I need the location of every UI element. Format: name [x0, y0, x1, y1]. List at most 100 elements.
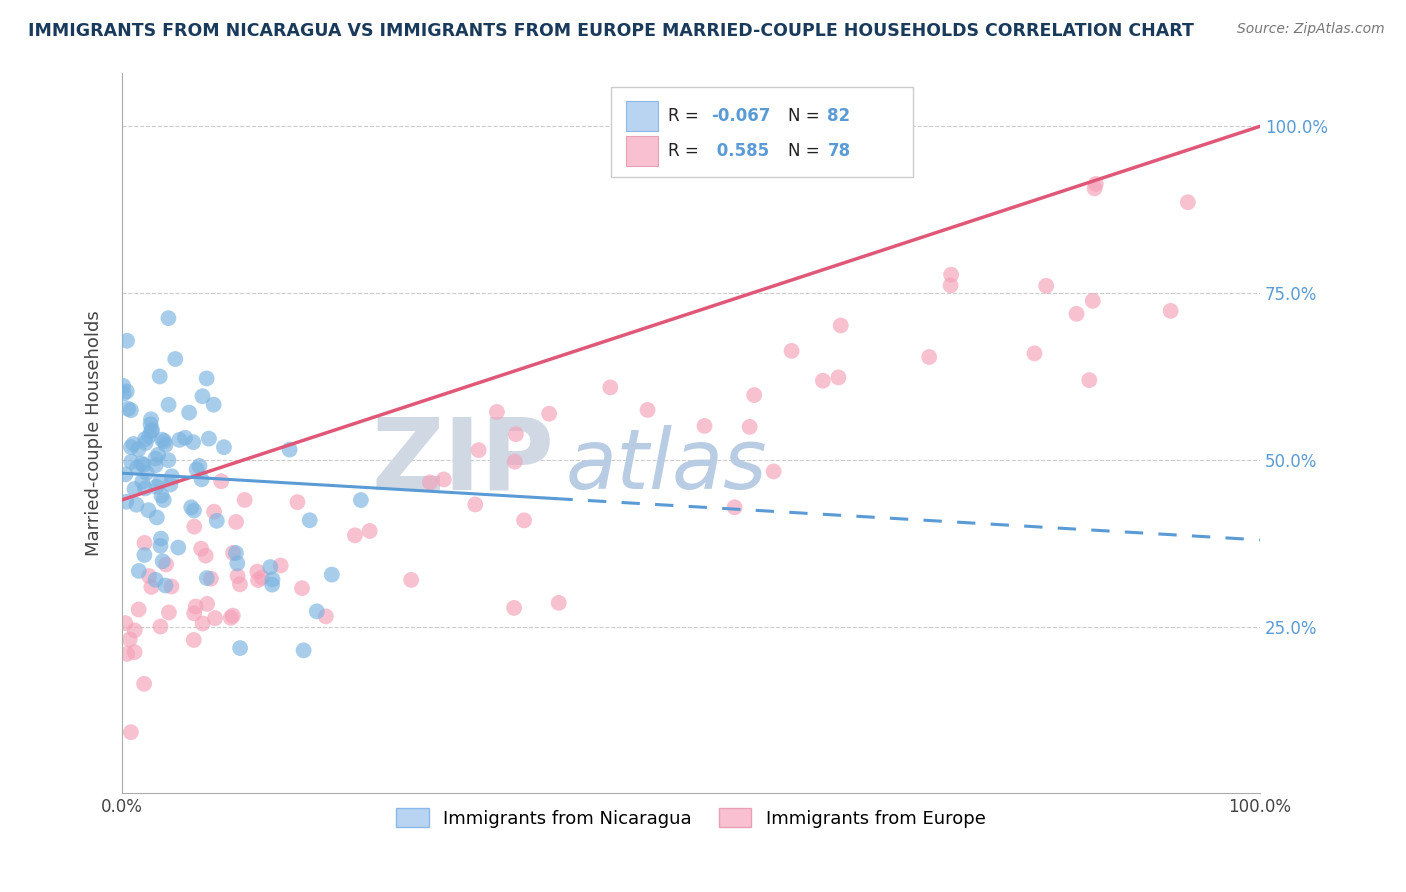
- Point: [128, 564, 150, 578]
- Point: [350, 493, 373, 508]
- Point: [742, 388, 765, 402]
- Text: R =: R =: [668, 107, 704, 125]
- Point: [145, 458, 167, 473]
- Point: [131, 457, 153, 471]
- Point: [127, 442, 149, 457]
- Point: [138, 569, 160, 583]
- Text: N =: N =: [787, 142, 824, 160]
- Point: [233, 492, 256, 507]
- Point: [114, 616, 136, 631]
- Point: [120, 455, 142, 469]
- Point: [183, 519, 205, 533]
- Point: [229, 641, 252, 656]
- Point: [139, 412, 162, 426]
- Point: [112, 379, 135, 393]
- Point: [115, 495, 138, 509]
- Point: [247, 573, 270, 587]
- Point: [157, 398, 180, 412]
- Point: [115, 334, 138, 348]
- Point: [433, 472, 456, 486]
- Point: [190, 541, 212, 556]
- Point: [149, 475, 172, 490]
- Text: R =: R =: [668, 142, 704, 160]
- Point: [146, 448, 169, 462]
- Point: [155, 558, 177, 572]
- Point: [513, 513, 536, 527]
- Point: [191, 389, 214, 403]
- Point: [693, 418, 716, 433]
- Point: [305, 604, 328, 618]
- Point: [183, 503, 205, 517]
- Point: [204, 611, 226, 625]
- Point: [124, 645, 146, 659]
- Text: IMMIGRANTS FROM NICARAGUA VS IMMIGRANTS FROM EUROPE MARRIED-COUPLE HOUSEHOLDS CO: IMMIGRANTS FROM NICARAGUA VS IMMIGRANTS …: [28, 22, 1194, 40]
- Point: [191, 616, 214, 631]
- Point: [134, 432, 156, 446]
- Text: 78: 78: [828, 142, 851, 160]
- Point: [780, 343, 803, 358]
- Point: [505, 427, 527, 442]
- Point: [1084, 181, 1107, 195]
- FancyBboxPatch shape: [626, 136, 658, 166]
- Point: [538, 407, 561, 421]
- Point: [1081, 293, 1104, 308]
- Point: [139, 417, 162, 432]
- Text: 82: 82: [828, 107, 851, 125]
- Point: [115, 647, 138, 661]
- Point: [149, 539, 172, 553]
- Point: [222, 608, 245, 623]
- Point: [464, 498, 486, 512]
- Point: [811, 374, 834, 388]
- Text: 0.585: 0.585: [711, 142, 769, 160]
- Point: [114, 467, 136, 482]
- Point: [115, 384, 138, 399]
- Point: [150, 433, 173, 447]
- Point: [259, 560, 281, 574]
- Point: [134, 548, 156, 562]
- Text: ZIP: ZIP: [371, 414, 554, 510]
- Point: [183, 607, 205, 621]
- Point: [1024, 346, 1046, 360]
- Point: [467, 443, 489, 458]
- Point: [205, 514, 228, 528]
- Point: [278, 442, 301, 457]
- Point: [343, 528, 366, 542]
- Point: [124, 624, 146, 638]
- Point: [194, 549, 217, 563]
- Point: [155, 438, 177, 452]
- Point: [135, 436, 157, 450]
- Point: [180, 500, 202, 515]
- Point: [209, 474, 232, 488]
- Point: [827, 370, 849, 384]
- Point: [939, 278, 962, 293]
- Point: [226, 557, 249, 571]
- Point: [145, 480, 167, 494]
- Point: [918, 350, 941, 364]
- Point: [125, 498, 148, 512]
- Point: [152, 493, 174, 508]
- Point: [195, 371, 218, 385]
- Point: [167, 541, 190, 555]
- Point: [128, 602, 150, 616]
- Point: [160, 579, 183, 593]
- Point: [503, 455, 526, 469]
- Point: [131, 475, 153, 489]
- Point: [117, 401, 139, 416]
- Point: [153, 434, 176, 449]
- Point: [149, 532, 172, 546]
- Point: [198, 432, 221, 446]
- Point: [149, 619, 172, 633]
- Point: [195, 597, 218, 611]
- Point: [145, 451, 167, 466]
- Point: [419, 475, 441, 490]
- Point: [165, 351, 187, 366]
- Point: [135, 466, 157, 480]
- Point: [321, 567, 343, 582]
- FancyBboxPatch shape: [626, 101, 658, 131]
- Point: [202, 505, 225, 519]
- Point: [141, 424, 163, 438]
- Point: [738, 420, 761, 434]
- Point: [145, 573, 167, 587]
- Point: [152, 554, 174, 568]
- Point: [1035, 278, 1057, 293]
